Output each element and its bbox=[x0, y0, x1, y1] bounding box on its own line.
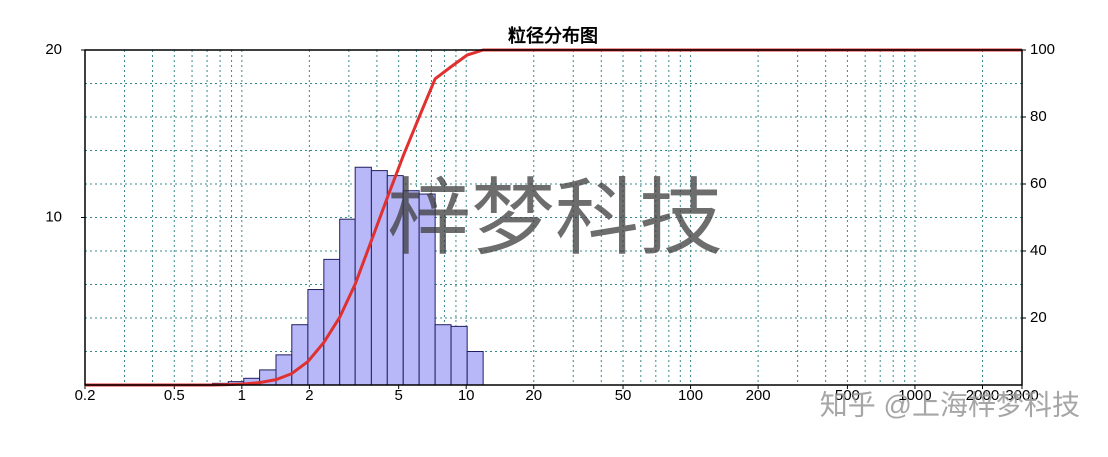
x-tick-label: 0.5 bbox=[164, 387, 185, 404]
y2-tick-label: 100 bbox=[1030, 41, 1055, 58]
y2-tick-label: 20 bbox=[1030, 309, 1047, 326]
x-tick-label: 2 bbox=[305, 387, 313, 404]
chart-title: 粒径分布图 bbox=[508, 25, 598, 46]
x-tick-label: 0.2 bbox=[75, 387, 96, 404]
histogram-bar bbox=[275, 354, 293, 386]
x-tick-label: 2000 bbox=[966, 387, 999, 404]
x-tick-label: 10 bbox=[458, 387, 475, 404]
x-tick-label: 500 bbox=[835, 387, 860, 404]
x-tick-label: 100 bbox=[678, 387, 703, 404]
x-tick-label: 20 bbox=[525, 387, 542, 404]
watermark: 知乎 @上海梓梦科技 bbox=[820, 389, 1080, 420]
histogram-bar bbox=[450, 325, 468, 386]
histogram-bar bbox=[434, 324, 452, 386]
y2-tick-label: 80 bbox=[1030, 108, 1047, 125]
x-tick-label: 1 bbox=[238, 387, 246, 404]
x-tick-label: 50 bbox=[615, 387, 632, 404]
x-tick-label: 3000 bbox=[1005, 387, 1038, 404]
x-tick-label: 5 bbox=[394, 387, 402, 404]
watermark: 梓梦科技 bbox=[387, 171, 723, 265]
histogram-bar bbox=[466, 351, 484, 386]
y-tick-label: 20 bbox=[45, 41, 62, 58]
y2-tick-label: 60 bbox=[1030, 175, 1047, 192]
histogram-bar bbox=[307, 289, 325, 386]
cumulative-line bbox=[85, 48, 1022, 387]
y-tick-label: 10 bbox=[45, 208, 62, 225]
x-tick-label: 200 bbox=[746, 387, 771, 404]
x-tick-label: 1000 bbox=[898, 387, 931, 404]
histogram-bar bbox=[291, 324, 309, 386]
y2-tick-label: 40 bbox=[1030, 242, 1047, 259]
plot-frame bbox=[84, 49, 1023, 386]
